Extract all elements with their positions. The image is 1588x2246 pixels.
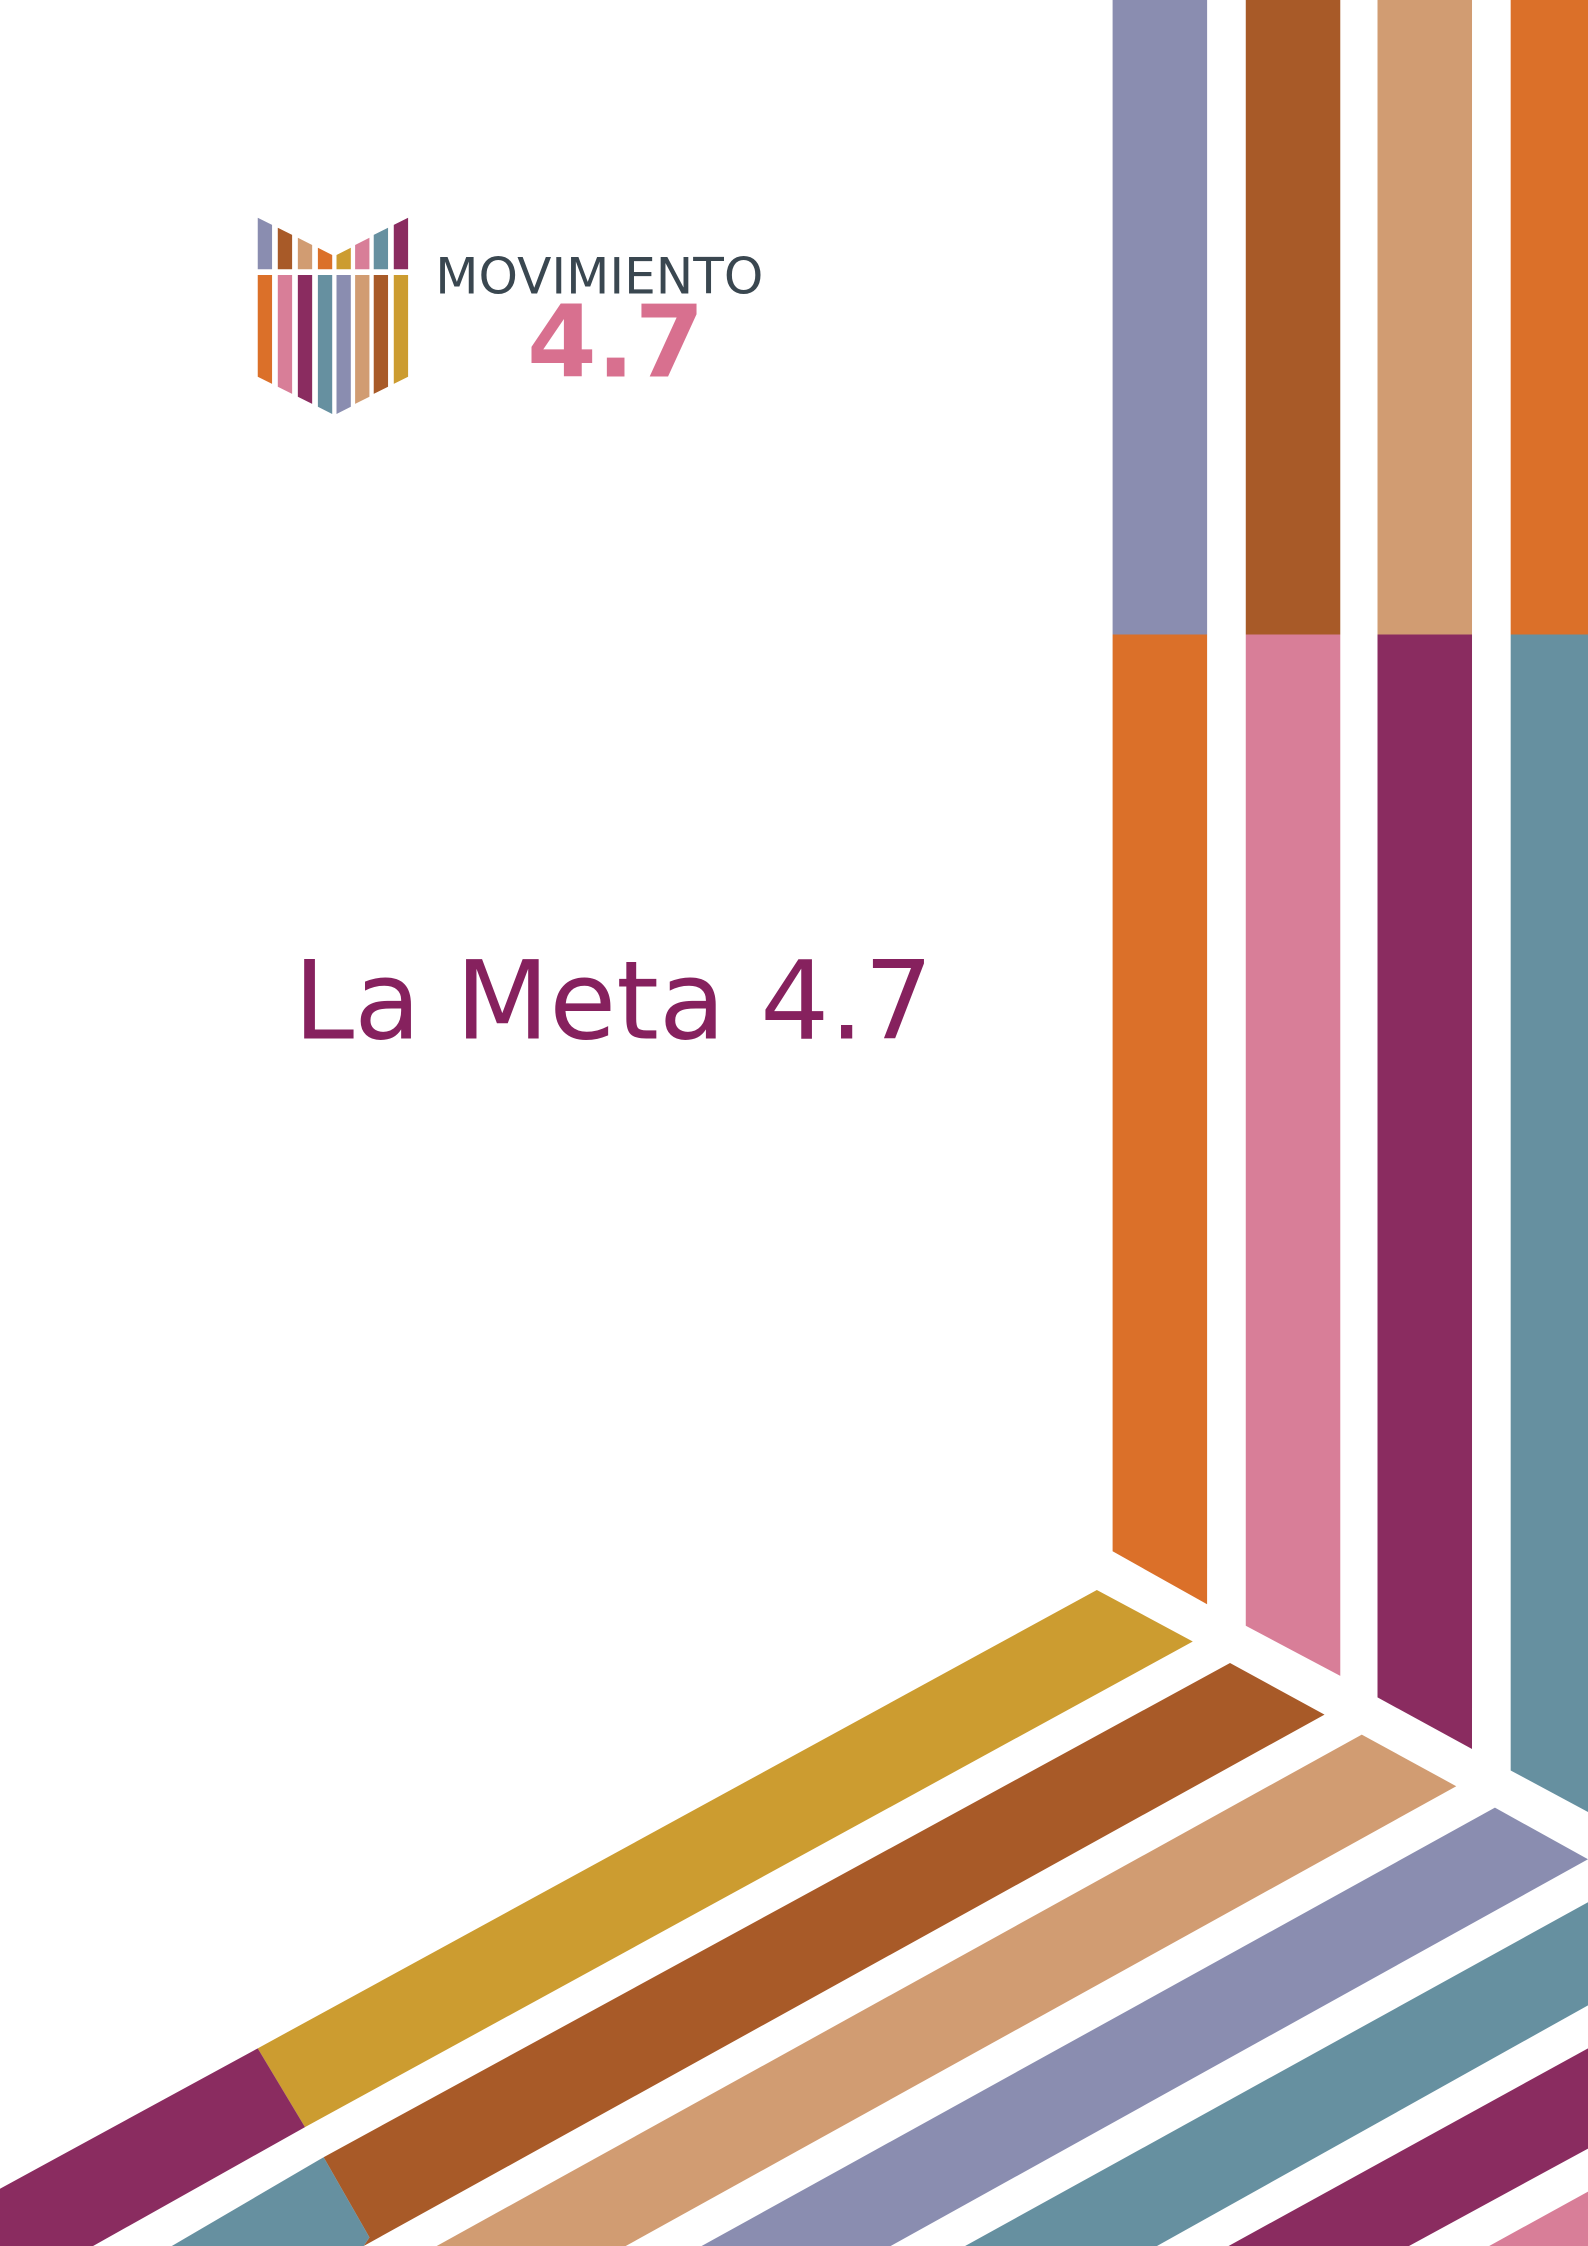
logo-icon [258, 218, 408, 414]
vertical-stripes [1113, 0, 1588, 1812]
cover: MOVIMIENTO 4.7 La Meta 4.7 [0, 0, 1588, 2246]
document-title: La Meta 4.7 [294, 937, 934, 1064]
logo-number: 4.7 [527, 284, 705, 401]
page: {"logo": {"name": "MOVIMIENTO", "number"… [0, 0, 1588, 2246]
diagonal-stripes [0, 1590, 1588, 2246]
